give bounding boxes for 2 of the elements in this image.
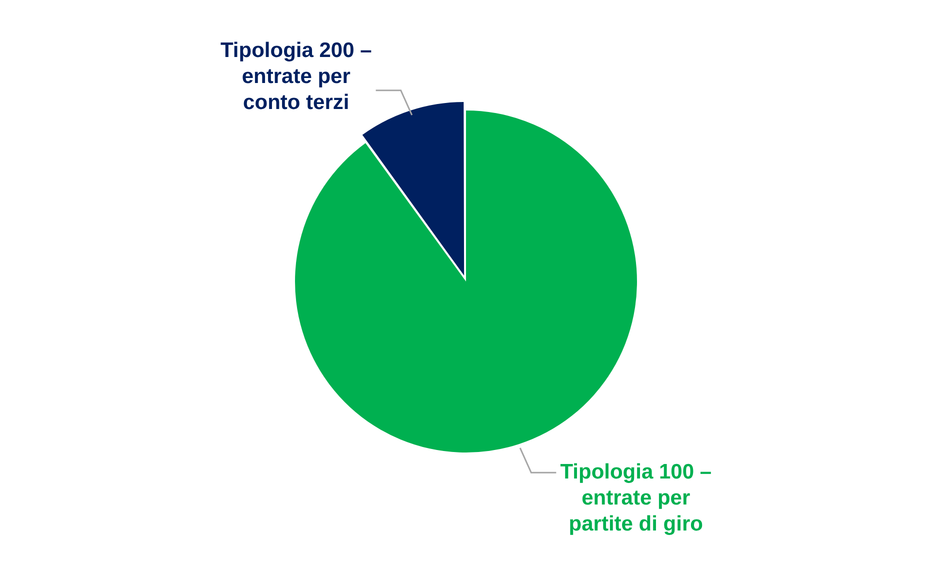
slice-label: Tipologia 200 – entrate per conto terzi — [220, 39, 372, 114]
slice-label: Tipologia 100 – entrate per partite di giro — [560, 460, 712, 536]
